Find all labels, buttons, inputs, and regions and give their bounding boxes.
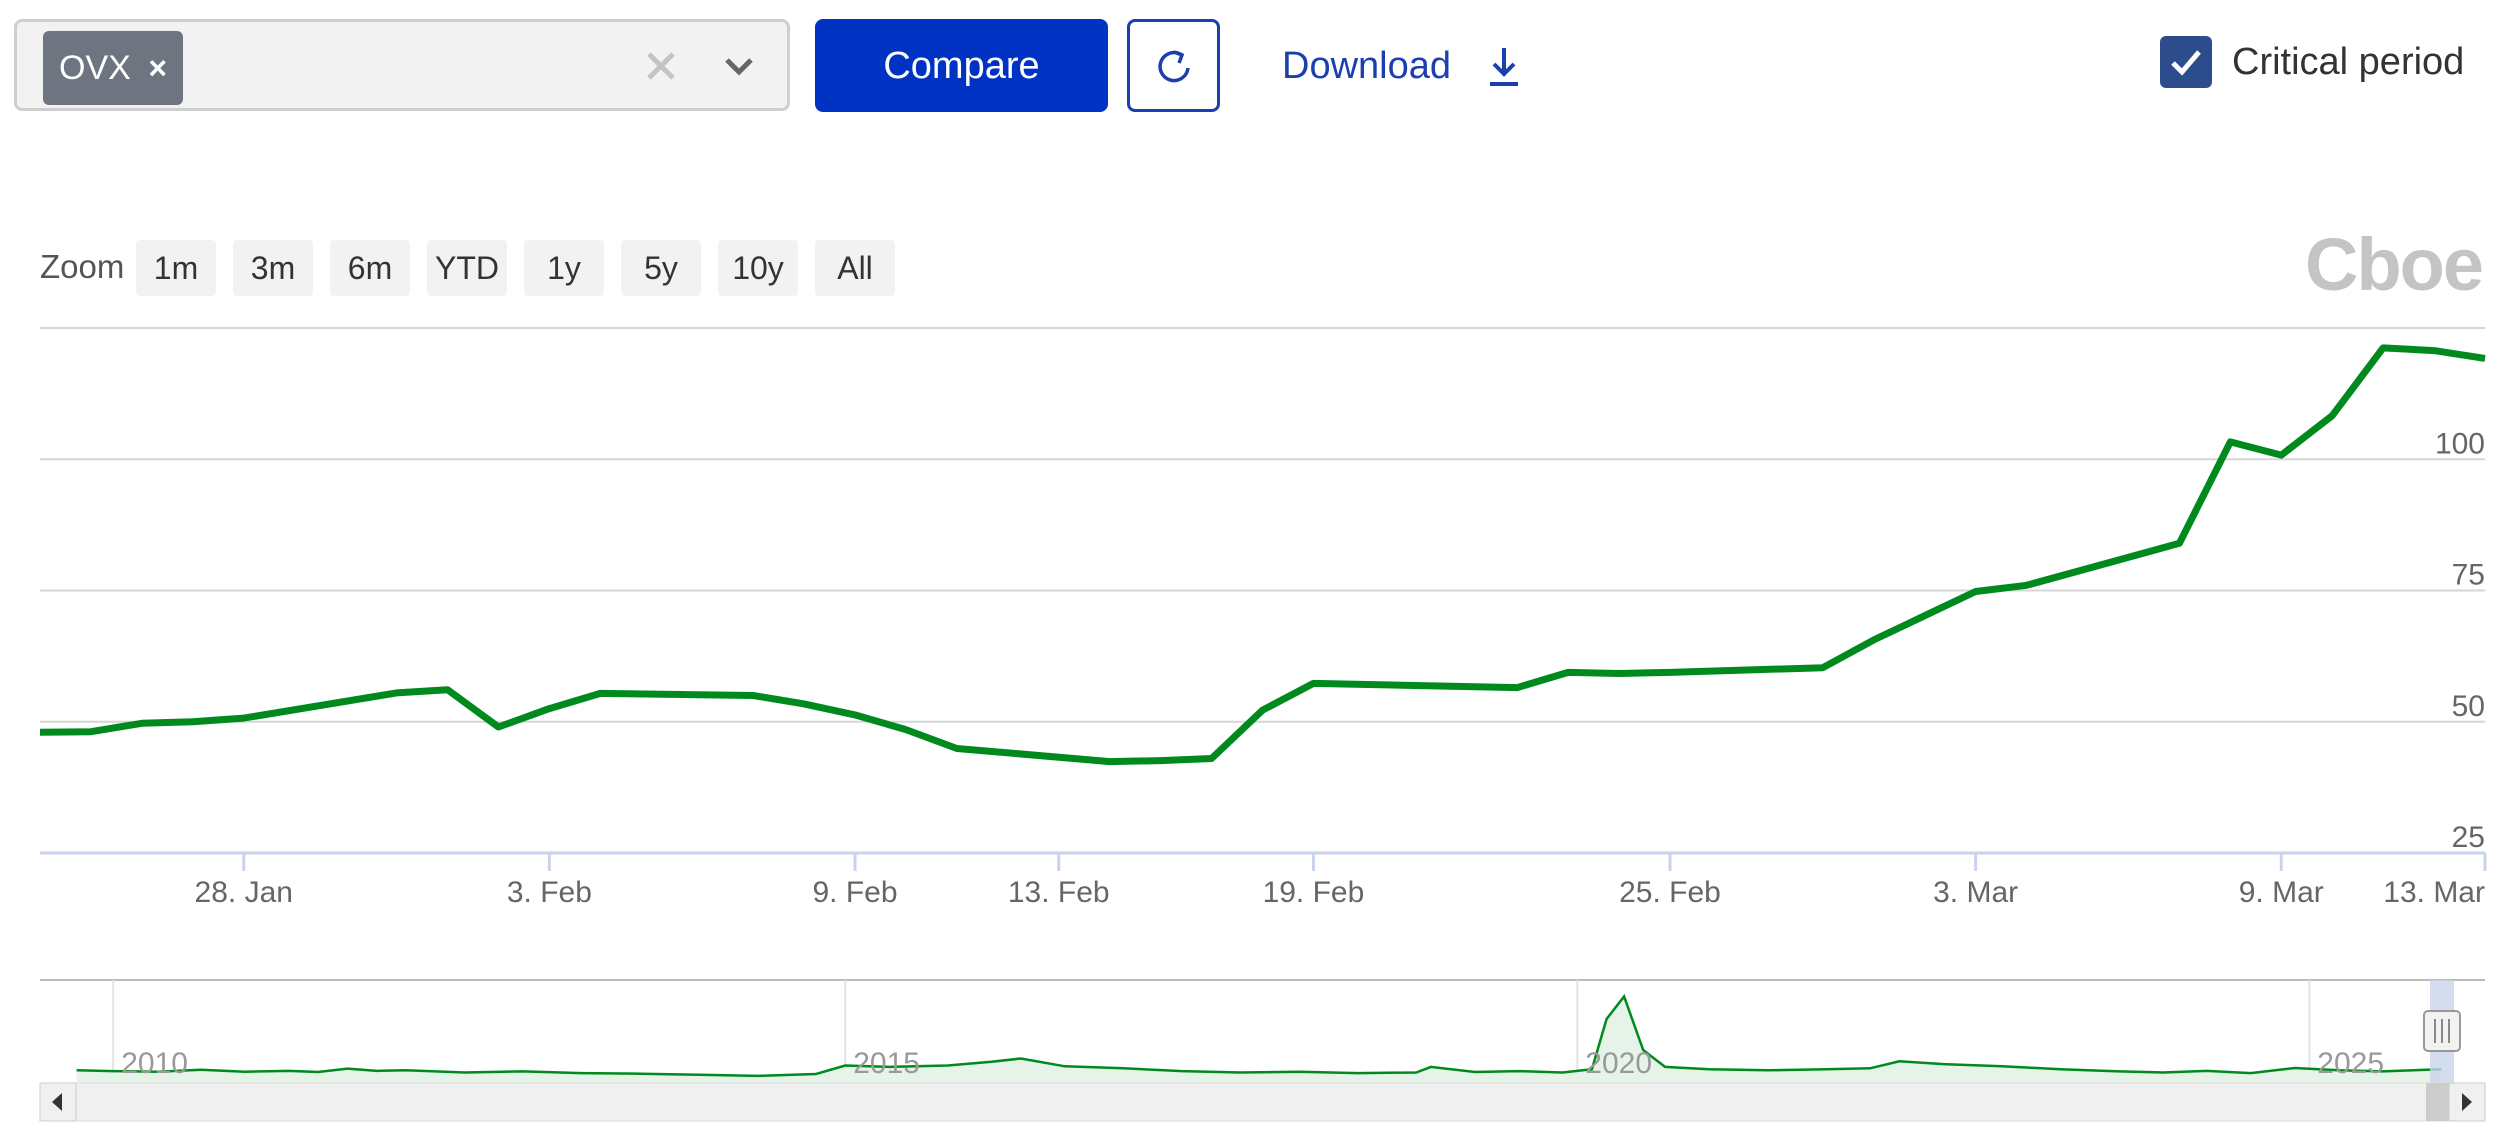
navigator-scrollbar[interactable] bbox=[39, 1082, 2486, 1122]
navigator-series-line bbox=[76, 993, 2442, 1078]
zoom-1y-button[interactable]: 1y bbox=[524, 240, 604, 296]
x-tick-label: 9. Mar bbox=[2239, 876, 2324, 909]
scroll-left-button[interactable] bbox=[39, 1082, 77, 1122]
x-tick-label: 25. Feb bbox=[1619, 876, 1721, 909]
critical-period-checkbox[interactable] bbox=[2160, 36, 2212, 88]
zoom-3m-button[interactable]: 3m bbox=[233, 240, 313, 296]
y-tick-label: 100 bbox=[2435, 427, 2485, 460]
zoom-all-button[interactable]: All bbox=[815, 240, 895, 296]
download-link[interactable]: Download bbox=[1282, 45, 1451, 87]
scroll-right-button[interactable] bbox=[2448, 1082, 2486, 1122]
ovx-series-line bbox=[39, 344, 2486, 766]
x-tick-label: 28. Jan bbox=[195, 876, 293, 909]
zoom-6m-button[interactable]: 6m bbox=[330, 240, 410, 296]
critical-period-label: Critical period bbox=[2232, 41, 2465, 83]
x-tick-label: 3. Feb bbox=[507, 876, 592, 909]
zoom-1m-button[interactable]: 1m bbox=[136, 240, 216, 296]
navigator-handle[interactable] bbox=[2423, 1010, 2461, 1052]
x-tick-label: 3. Mar bbox=[1933, 876, 2018, 909]
selected-symbol-label: OVX bbox=[59, 49, 131, 87]
zoom-ytd-button[interactable]: YTD bbox=[427, 240, 507, 296]
cboe-logo: Cboe bbox=[2305, 223, 2484, 306]
close-icon[interactable]: × bbox=[148, 50, 167, 86]
caret-right-icon bbox=[2462, 1093, 2472, 1111]
x-tick-label: 9. Feb bbox=[812, 876, 897, 909]
selected-symbol-tag: OVX × bbox=[43, 31, 183, 105]
zoom-5y-button[interactable]: 5y bbox=[621, 240, 701, 296]
navigator-year-label: 2025 bbox=[2317, 1047, 2384, 1080]
toolbar: OVX × Compare Download Critical period bbox=[0, 0, 2500, 130]
navigator-year-label: 2015 bbox=[853, 1047, 920, 1080]
y-tick-label: 75 bbox=[2452, 559, 2485, 592]
x-tick-label: 13. Mar bbox=[2383, 876, 2485, 909]
check-icon bbox=[2171, 50, 2201, 76]
refresh-button[interactable] bbox=[1127, 19, 1220, 112]
navigator-area bbox=[76, 996, 2442, 1083]
navigator-background bbox=[40, 980, 2485, 1083]
symbol-select[interactable]: OVX × bbox=[14, 19, 790, 111]
y-tick-label: 25 bbox=[2452, 821, 2485, 854]
zoom-label: Zoom bbox=[40, 248, 125, 285]
download-icon[interactable] bbox=[1484, 44, 1524, 88]
chevron-down-icon[interactable] bbox=[717, 44, 761, 88]
clear-icon[interactable] bbox=[637, 42, 685, 90]
caret-left-icon bbox=[52, 1093, 62, 1111]
navigator-year-label: 2020 bbox=[1585, 1047, 1652, 1080]
zoom-10y-button[interactable]: 10y bbox=[718, 240, 798, 296]
x-tick-label: 13. Feb bbox=[1008, 876, 1110, 909]
refresh-icon bbox=[1158, 50, 1190, 83]
y-tick-label: 50 bbox=[2452, 690, 2485, 723]
compare-button[interactable]: Compare bbox=[815, 19, 1108, 112]
navigator-year-label: 2010 bbox=[121, 1047, 188, 1080]
x-tick-label: 19. Feb bbox=[1263, 876, 1365, 909]
